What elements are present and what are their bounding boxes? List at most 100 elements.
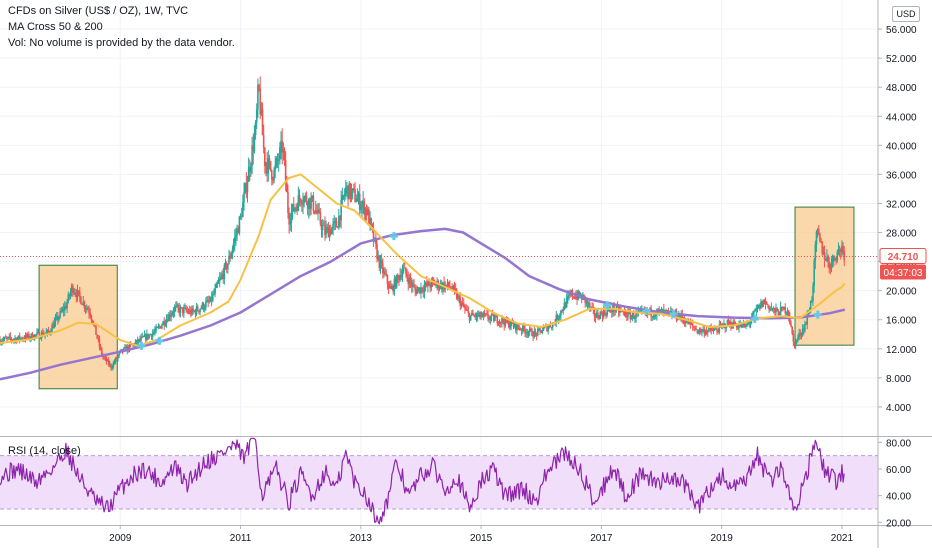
candle-body <box>284 160 287 183</box>
candle-body <box>327 227 330 238</box>
candle-body <box>676 318 679 320</box>
candle-body <box>376 244 378 259</box>
candle-body <box>366 209 369 215</box>
candle-body <box>6 338 8 339</box>
candle-body <box>490 314 493 318</box>
candle-body <box>228 256 230 264</box>
candle-body <box>45 332 48 334</box>
candle-body <box>569 294 571 296</box>
candle-body <box>769 307 772 310</box>
candle-body <box>163 321 166 326</box>
candle-body <box>716 329 718 332</box>
candle-body <box>73 292 75 294</box>
candle-body <box>767 304 769 306</box>
candle-body <box>188 310 191 313</box>
y-tick-label: 32.000 <box>886 199 917 210</box>
candle-body <box>254 122 257 135</box>
candle-body <box>65 306 67 309</box>
currency-button[interactable]: USD <box>892 6 920 22</box>
candle-body <box>449 286 451 288</box>
candle-body <box>176 305 178 307</box>
candle-body <box>501 318 503 323</box>
candle-body <box>772 308 775 309</box>
candle-body <box>823 252 826 261</box>
candle-body <box>275 158 278 166</box>
candle-body <box>52 325 54 329</box>
candle-body <box>791 326 793 334</box>
candle-body <box>626 316 628 318</box>
candle-body <box>690 323 693 325</box>
candle-body <box>451 288 453 290</box>
candle-body <box>526 332 529 335</box>
candle-body <box>25 335 28 338</box>
candle-body <box>21 338 23 340</box>
candle-body <box>193 310 196 312</box>
candle-body <box>565 297 568 308</box>
candle-body <box>347 185 349 200</box>
x-tick-label: 2021 <box>831 533 854 544</box>
candle-body <box>239 215 242 217</box>
candle-body <box>118 352 120 356</box>
candle-body <box>195 306 198 315</box>
candle-body <box>112 362 115 368</box>
candle-body <box>20 338 22 340</box>
candle-body <box>761 301 763 307</box>
candle-body <box>229 256 231 259</box>
candle-body <box>1 341 4 342</box>
candle-body <box>365 208 368 215</box>
candle-body <box>8 336 11 338</box>
candle-body <box>710 328 713 331</box>
candle-body <box>509 326 511 328</box>
candle-body <box>817 229 820 235</box>
candle-body <box>282 149 285 153</box>
candle-body <box>41 332 44 336</box>
candle-body <box>502 318 504 323</box>
candle-body <box>805 324 807 325</box>
candle-body <box>659 309 662 311</box>
candle-body <box>48 331 51 333</box>
candle-body <box>557 317 560 320</box>
candle-body <box>312 195 315 211</box>
candle-body <box>137 339 140 343</box>
candle-body <box>826 256 828 261</box>
candle-body <box>719 324 722 326</box>
candle-body <box>595 312 598 318</box>
candle-body <box>260 109 263 115</box>
candle-body <box>166 319 169 322</box>
candle-body <box>298 195 301 200</box>
candle-body <box>95 325 97 335</box>
candle-body <box>405 267 407 275</box>
candle-body <box>360 207 362 210</box>
candle-body <box>207 300 209 302</box>
candle-body <box>141 336 144 338</box>
candle-body <box>231 249 234 254</box>
candle-body <box>597 312 599 318</box>
candle-body <box>800 334 803 336</box>
candle-body <box>400 274 403 278</box>
candle-body <box>378 255 381 268</box>
candle-body <box>738 325 740 329</box>
candle-body <box>273 169 275 181</box>
candle-body <box>109 364 111 365</box>
candle-body <box>314 210 317 213</box>
candle-body <box>587 303 590 305</box>
candle-body <box>63 306 66 311</box>
candle-body <box>746 323 748 326</box>
candle-body <box>11 339 14 341</box>
candle-body <box>291 204 294 213</box>
candle-body <box>46 329 49 333</box>
candle-body <box>24 335 27 340</box>
candle-body <box>779 306 782 316</box>
candle-body <box>14 338 16 340</box>
candle-body <box>688 321 691 325</box>
candle-body <box>598 317 600 319</box>
candle-body <box>512 323 515 327</box>
candle-body <box>834 258 836 261</box>
candle-body <box>548 324 551 328</box>
candle-body <box>622 310 625 312</box>
y-tick-label: 8.000 <box>886 374 911 385</box>
candle-body <box>142 336 145 338</box>
candle-body <box>703 329 706 335</box>
